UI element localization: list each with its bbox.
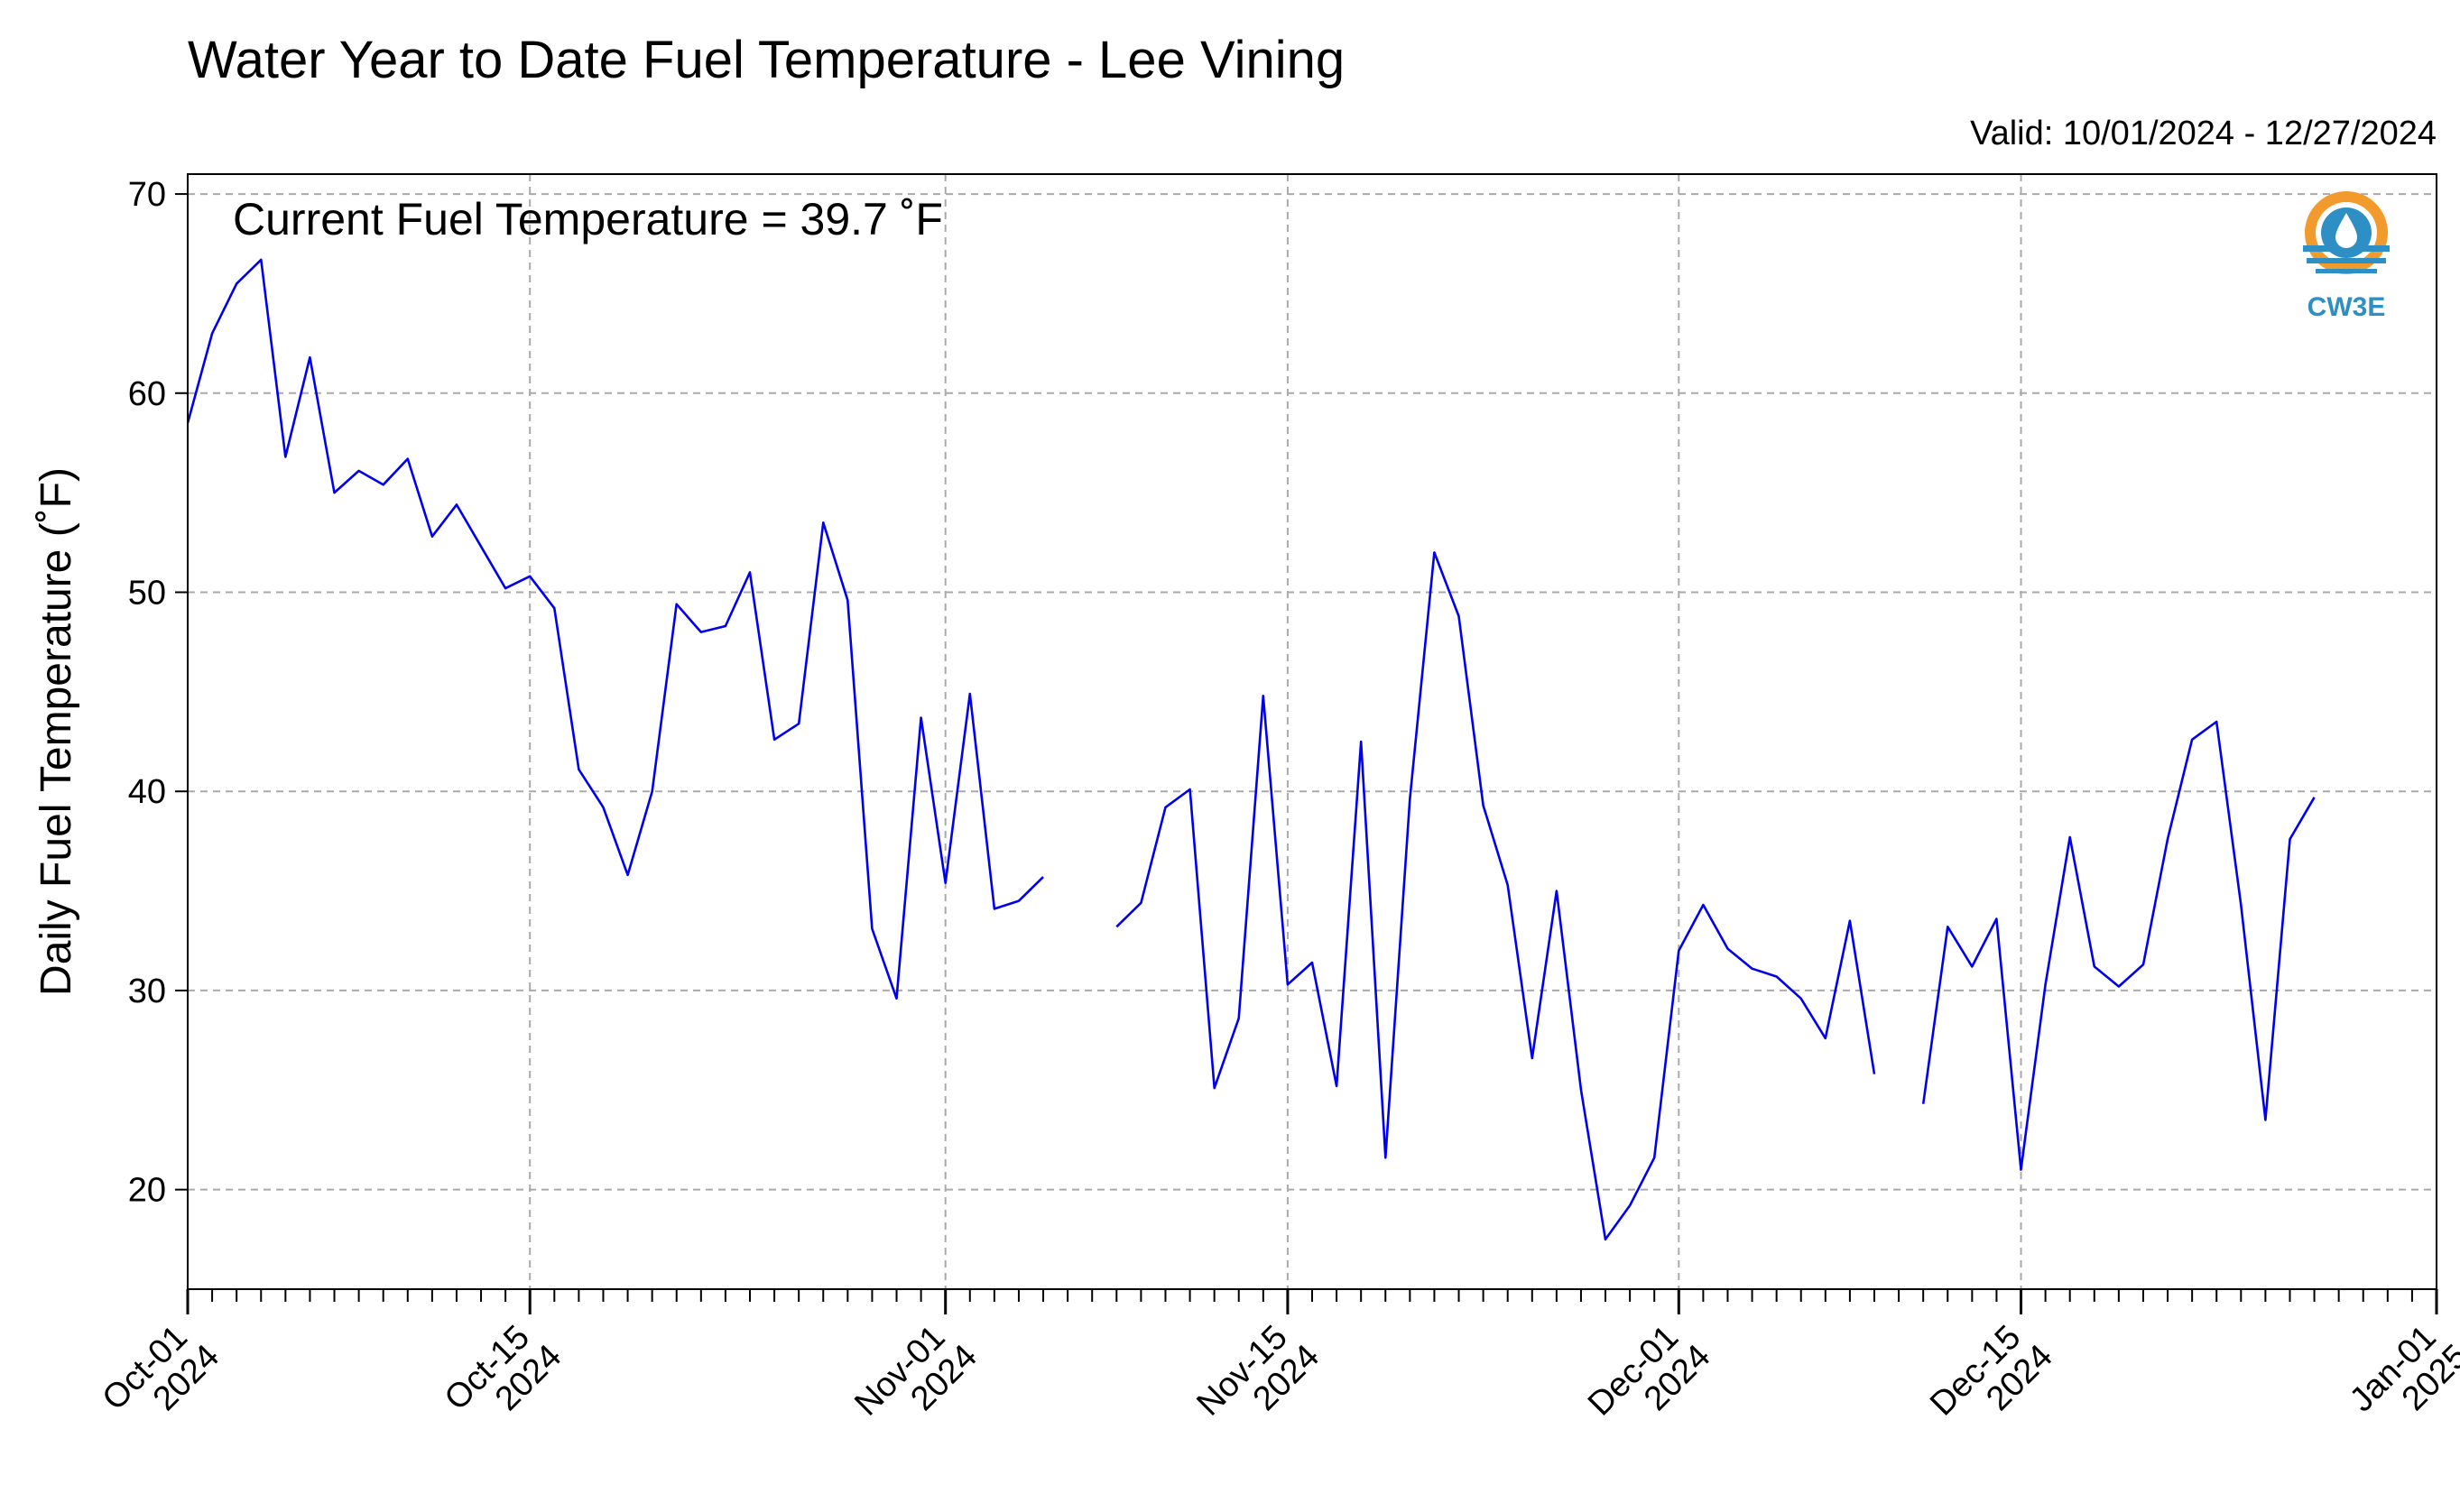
y-tick-label: 20 bbox=[128, 1172, 166, 1210]
valid-date-range: Valid: 10/01/2024 - 12/27/2024 bbox=[1970, 115, 2437, 152]
y-tick-label: 30 bbox=[128, 973, 166, 1010]
fuel-temperature-series bbox=[186, 258, 2316, 1241]
series-line-segment bbox=[1921, 720, 2316, 1171]
series-line-segment bbox=[186, 258, 1044, 1000]
y-tick-label: 50 bbox=[128, 575, 166, 613]
y-tick-label: 40 bbox=[128, 773, 166, 811]
cw3e-logo: CW3E bbox=[2303, 191, 2390, 322]
y-tick-label: 60 bbox=[128, 375, 166, 413]
series-line-segment bbox=[1115, 551, 1876, 1241]
logo-wave-2 bbox=[2307, 258, 2386, 263]
y-axis-label: Daily Fuel Temperature (˚F) bbox=[32, 467, 80, 996]
logo-drop-icon bbox=[2335, 213, 2357, 248]
current-temperature-annotation: Current Fuel Temperature = 39.7 ˚F bbox=[233, 194, 943, 244]
chart-title: Water Year to Date Fuel Temperature - Le… bbox=[188, 31, 1345, 89]
y-axis: 20 30 40 50 60 70 bbox=[128, 176, 188, 1210]
logo-wave-1 bbox=[2303, 245, 2390, 252]
y-tick-label: 70 bbox=[128, 176, 166, 214]
plot-frame bbox=[187, 173, 2437, 1290]
logo-text: CW3E bbox=[2307, 292, 2386, 322]
grid-lines bbox=[188, 174, 2437, 1289]
logo-wave-3 bbox=[2316, 269, 2377, 273]
